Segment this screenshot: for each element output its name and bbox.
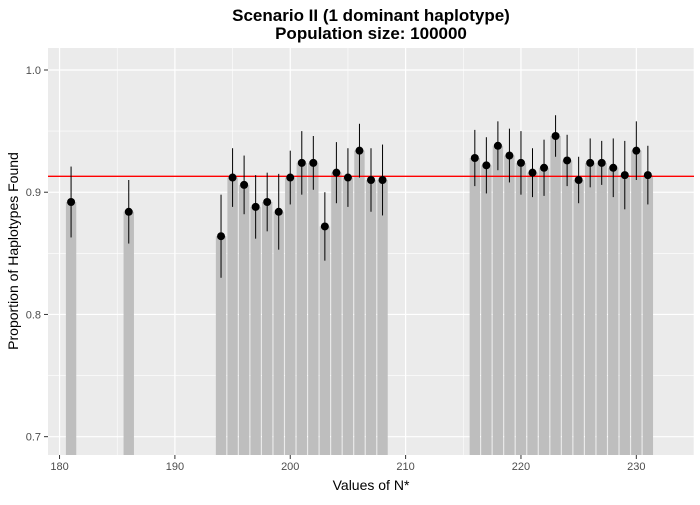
bar [631, 150, 642, 455]
bar [319, 226, 331, 455]
data-point [378, 176, 387, 184]
bar [584, 162, 596, 455]
bar [65, 202, 77, 455]
data-point [343, 173, 352, 182]
data-point [286, 173, 295, 182]
bar [642, 175, 654, 455]
data-point [309, 158, 318, 167]
bar [377, 180, 388, 455]
x-tick-label: 200 [281, 461, 299, 473]
bar [619, 175, 630, 455]
y-axis-label: Proportion of Haplotypes Found [5, 152, 21, 350]
bar [250, 206, 261, 455]
data-point [355, 146, 364, 155]
chart-title-line1: Scenario II (1 dominant haplotype) [232, 6, 510, 25]
bar [308, 162, 319, 455]
data-point [597, 158, 606, 167]
bar [238, 184, 250, 455]
bar [123, 211, 134, 455]
data-point [67, 198, 76, 206]
bar [261, 202, 273, 455]
data-point [228, 173, 237, 182]
bar [285, 177, 296, 456]
data-point [124, 207, 133, 216]
data-point [493, 141, 502, 150]
data-point [332, 168, 341, 177]
x-tick-label: 230 [627, 461, 645, 473]
bar [469, 158, 481, 455]
data-point [482, 161, 491, 170]
chart-title-line2: Population size: 100000 [275, 24, 467, 43]
data-point [620, 171, 629, 180]
y-tick-label: 0.8 [26, 309, 41, 321]
bar [296, 162, 307, 455]
data-point [297, 158, 306, 167]
points-group [67, 132, 652, 241]
data-point [528, 168, 537, 177]
data-point [505, 151, 514, 160]
data-point [263, 198, 272, 206]
data-point [251, 202, 260, 211]
data-point [367, 176, 375, 184]
data-point [563, 156, 572, 165]
x-tick-label: 180 [50, 461, 68, 473]
data-point [609, 163, 618, 172]
data-point [632, 146, 641, 155]
bar [596, 162, 607, 455]
bar [538, 167, 550, 455]
bar [227, 177, 238, 456]
data-point [516, 158, 525, 167]
bar [515, 162, 527, 455]
x-axis-label: Values of N* [333, 477, 410, 493]
data-point [240, 180, 249, 189]
data-point [320, 222, 329, 231]
bar [331, 172, 342, 455]
x-axis: 180 190 200 210 220 230 [50, 455, 646, 473]
y-tick-label: 1.0 [26, 65, 41, 77]
y-tick-label: 0.9 [26, 187, 41, 199]
bar [561, 160, 573, 455]
bar [608, 167, 619, 455]
data-point [540, 163, 549, 172]
data-point [274, 207, 283, 216]
y-axis: 0.7 0.8 0.9 1.0 [26, 65, 48, 444]
x-tick-label: 190 [166, 461, 184, 473]
bar [215, 236, 227, 455]
bar [492, 145, 504, 455]
bar [504, 155, 515, 456]
data-point [470, 154, 479, 162]
data-point [643, 171, 652, 180]
data-point [551, 132, 560, 140]
x-tick-label: 210 [396, 461, 414, 473]
data-point [574, 176, 583, 184]
x-tick-label: 220 [512, 461, 530, 473]
bar [365, 180, 377, 455]
data-point [586, 158, 595, 167]
bar [550, 136, 561, 455]
bar [273, 211, 284, 455]
bars-group [65, 136, 654, 456]
bar [342, 177, 354, 456]
bar [527, 172, 538, 455]
bar [354, 150, 365, 455]
data-point [217, 232, 226, 241]
bar [573, 180, 584, 455]
bar [481, 165, 492, 456]
y-tick-label: 0.7 [26, 432, 41, 444]
